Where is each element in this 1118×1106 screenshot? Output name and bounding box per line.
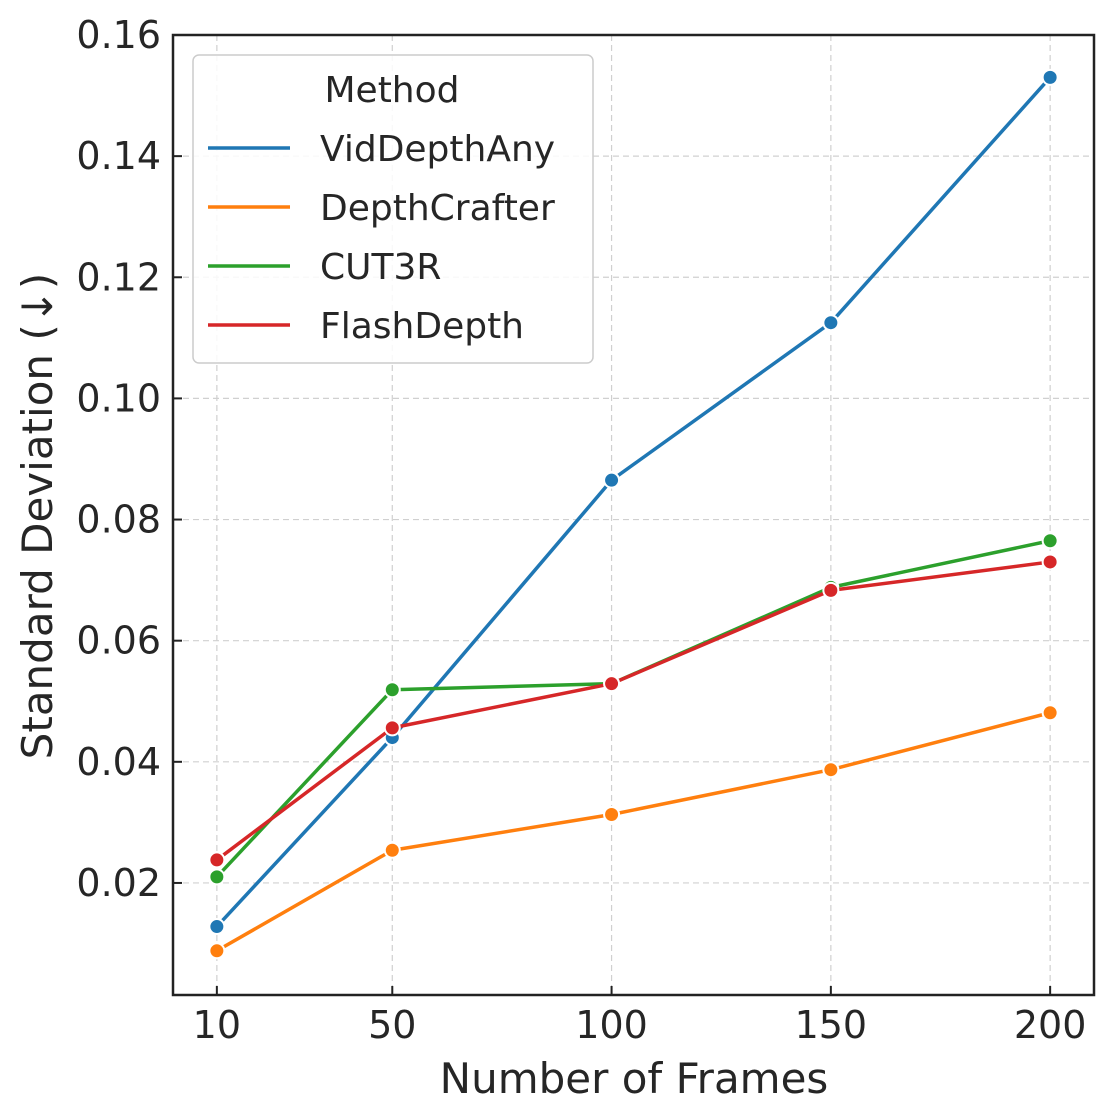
legend: Method VidDepthAny DepthCrafter CUT3R Flash…: [192, 54, 594, 364]
y-axis-label: Standard Deviation (↓): [13, 273, 62, 760]
data-point-flashdepth: [822, 581, 840, 599]
legend-label-cut3r: CUT3R: [320, 247, 441, 288]
y-tick-label: 0.02: [76, 861, 161, 905]
plot-series: [208, 68, 1059, 960]
data-point-depthcrafter: [1041, 704, 1059, 722]
data-point-viddepthany: [208, 918, 226, 936]
x-axis-label: Number of Frames: [440, 1054, 829, 1103]
data-point-viddepthany: [603, 471, 621, 489]
data-point-depthcrafter: [603, 806, 621, 824]
data-point-flashdepth: [1041, 553, 1059, 571]
data-point-depthcrafter: [208, 942, 226, 960]
y-tick-label: 0.10: [76, 376, 161, 420]
legend-label-flashdepth: FlashDepth: [320, 306, 524, 347]
x-tick-label: 150: [795, 1003, 868, 1047]
data-point-depthcrafter: [822, 761, 840, 779]
y-tick-label: 0.08: [76, 498, 161, 542]
y-tick-label: 0.12: [76, 255, 161, 299]
data-point-depthcrafter: [383, 841, 401, 859]
series-line-depthcrafter: [215, 711, 1052, 953]
y-tick-label: 0.14: [76, 134, 161, 178]
plot-frame: [171, 33, 1096, 997]
series-line-flashdepth: [215, 560, 1052, 862]
data-point-flashdepth: [603, 675, 621, 693]
series-line-cut3r: [215, 538, 1052, 879]
legend-label-depthcrafter: DepthCrafter: [320, 188, 555, 229]
data-point-cut3r: [1041, 532, 1059, 550]
y-tick-label: 0.06: [76, 619, 161, 663]
legend-label-viddepthany: VidDepthAny: [320, 129, 555, 170]
legend-title: Method: [324, 70, 459, 111]
x-tick-label: 200: [1014, 1003, 1087, 1047]
data-point-viddepthany: [1041, 68, 1059, 86]
data-point-cut3r: [208, 868, 226, 886]
y-tick-label: 0.16: [76, 13, 161, 57]
axes: 10 50 100 150 200 0.02 0.04 0.06 0.08 0.10 0.12 0.1…: [76, 13, 1096, 1047]
x-tick-label: 50: [368, 1003, 416, 1047]
data-point-cut3r: [383, 681, 401, 699]
data-point-flashdepth: [383, 719, 401, 737]
y-tick-label: 0.04: [76, 740, 161, 784]
x-tick-label: 100: [575, 1003, 648, 1047]
data-point-viddepthany: [822, 314, 840, 332]
x-tick-label: 10: [193, 1003, 241, 1047]
data-point-flashdepth: [208, 851, 226, 869]
legend-box: [192, 54, 594, 364]
